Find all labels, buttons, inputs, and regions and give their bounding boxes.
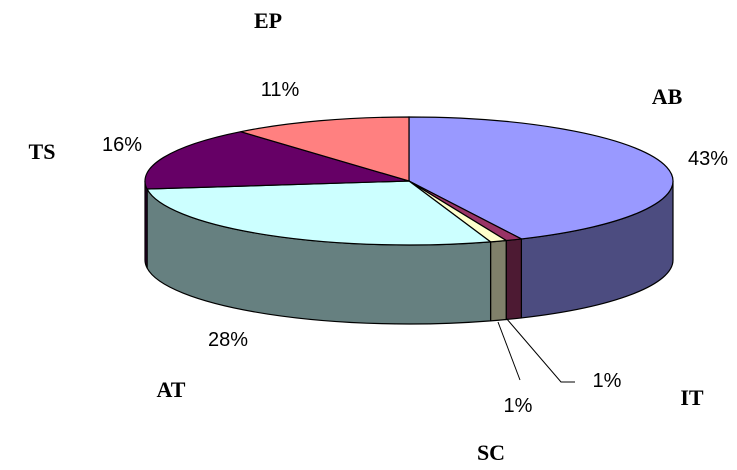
pie-tops (144, 116, 674, 246)
value-label-ts: 16% (102, 134, 142, 156)
value-label-ab: 43% (688, 148, 728, 170)
leader-line-sc (497, 321, 521, 381)
value-label-it: 1% (593, 370, 622, 392)
slice-ep (240, 116, 410, 182)
leader-line-it (505, 317, 575, 383)
category-label-ts: TS (29, 139, 56, 164)
slice-side-it (505, 238, 523, 321)
value-label-at: 28% (208, 329, 248, 351)
slice-side-ts (144, 180, 148, 269)
category-label-at: AT (157, 377, 186, 402)
slice-ts (144, 131, 410, 190)
value-label-ep: 11% (261, 79, 300, 101)
slice-at (146, 180, 493, 246)
slice-ab (408, 116, 674, 240)
value-label-sc: 1% (504, 395, 533, 417)
category-label-it: IT (680, 385, 704, 410)
slice-side-sc (489, 239, 507, 322)
pie-sides (144, 180, 674, 325)
category-label-sc: SC (477, 440, 505, 465)
category-label-ep: EP (254, 8, 282, 33)
category-label-ab: AB (652, 84, 683, 109)
leader-lines (497, 317, 575, 383)
